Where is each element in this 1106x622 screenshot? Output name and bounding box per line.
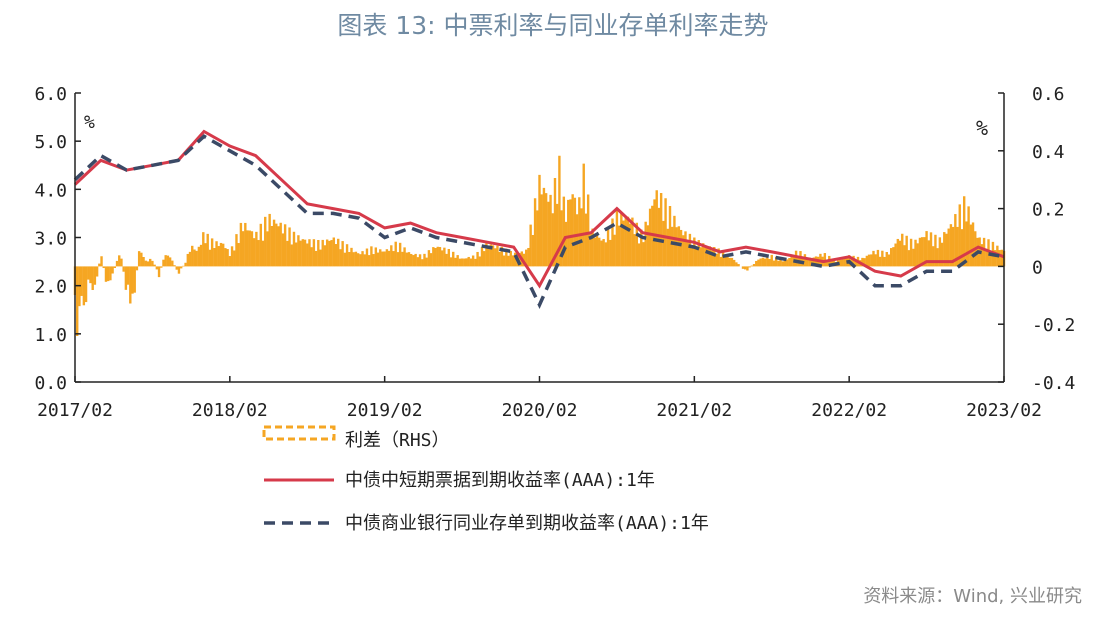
left-tick-label: 6.0 xyxy=(34,84,67,105)
right-ticks: -0.4 -0.2 0 0.2 0.4 0.6 xyxy=(998,84,1075,394)
spread-bars xyxy=(73,155,1006,336)
left-tick-label: 3.0 xyxy=(34,229,67,250)
right-tick-label: 0 xyxy=(1032,257,1043,278)
x-tick-label: 2018/02 xyxy=(192,400,268,421)
left-unit-label: % xyxy=(84,112,95,133)
x-tick-label: 2020/02 xyxy=(502,400,578,421)
legend-label-ncd: 中债商业银行同业存单到期收益率(AAA):1年 xyxy=(345,513,709,534)
right-unit-label: % xyxy=(976,116,988,140)
x-tick-label: 2021/02 xyxy=(656,400,732,421)
legend-swatch-spread xyxy=(262,425,336,441)
ncd-yield-line xyxy=(73,134,1005,310)
right-tick-label: 0.2 xyxy=(1032,200,1065,221)
x-ticks: 2017/02 2018/02 2019/02 2020/02 2021/02 2022/… xyxy=(37,376,1042,421)
right-tick-label: 0.6 xyxy=(1032,84,1065,105)
left-tick-label: 1.0 xyxy=(34,325,67,346)
right-tick-label: -0.4 xyxy=(1032,373,1075,394)
legend: 利差（RHS） 中债中短期票据到期收益率(AAA):1年 中债商业银行同业存单到… xyxy=(262,425,709,534)
x-tick-label: 2019/02 xyxy=(347,400,423,421)
left-tick-label: 4.0 xyxy=(34,180,67,201)
left-ticks: 0.0 1.0 2.0 3.0 4.0 5.0 6.0 xyxy=(34,84,81,394)
x-tick-label: 2017/02 xyxy=(37,400,113,421)
right-tick-label: -0.2 xyxy=(1032,315,1075,336)
source-note: 资料来源：Wind, 兴业研究 xyxy=(863,586,1082,607)
x-tick-label: 2022/02 xyxy=(811,400,887,421)
left-tick-label: 2.0 xyxy=(34,277,67,298)
x-tick-label: 2023/02 xyxy=(966,400,1042,421)
left-tick-label: 5.0 xyxy=(34,132,67,153)
chart-title: 图表 13: 中票利率与同业存单利率走势 xyxy=(337,11,769,40)
right-tick-label: 0.4 xyxy=(1032,142,1065,163)
legend-label-spread: 利差（RHS） xyxy=(345,430,450,451)
mtn-yield-line xyxy=(73,129,1005,289)
left-tick-label: 0.0 xyxy=(34,373,67,394)
legend-label-mtn: 中债中短期票据到期收益率(AAA):1年 xyxy=(345,470,655,491)
